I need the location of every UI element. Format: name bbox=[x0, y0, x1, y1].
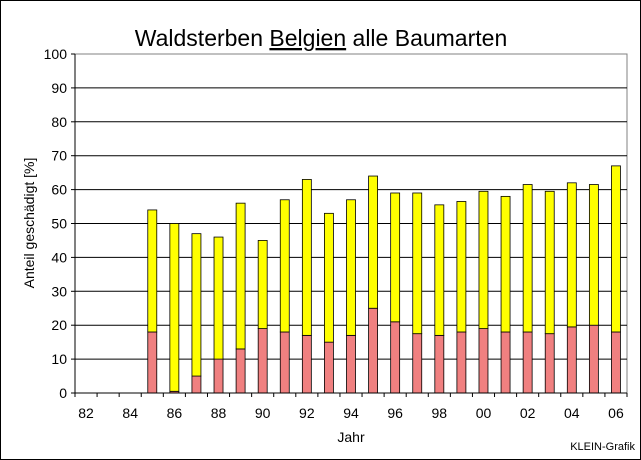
bar-segment-upper bbox=[566, 182, 577, 328]
bar-segment-lower bbox=[412, 333, 423, 394]
bar-segment-upper bbox=[588, 184, 599, 326]
y-tick-label: 30 bbox=[51, 283, 67, 299]
bar-segment-lower bbox=[368, 307, 378, 394]
bar-segment-upper bbox=[611, 165, 621, 333]
x-tick-label: 00 bbox=[476, 405, 492, 421]
bar-segment-lower bbox=[390, 321, 401, 394]
bar-segment-lower bbox=[478, 328, 489, 394]
y-tick-label: 60 bbox=[51, 182, 67, 198]
bar-segment-upper bbox=[213, 236, 224, 360]
y-tick-label: 80 bbox=[51, 114, 67, 130]
bar-segment-upper bbox=[434, 204, 445, 336]
bar-segment-lower bbox=[522, 331, 533, 394]
chart-title: Waldsterben Belgien alle Baumarten bbox=[135, 25, 507, 51]
bar-segment-lower bbox=[301, 334, 312, 394]
bar-segment-upper bbox=[147, 209, 158, 333]
bar-segment-upper bbox=[324, 212, 334, 343]
bar-segment-upper bbox=[522, 184, 533, 333]
bar-segment-upper bbox=[390, 192, 401, 323]
bar-segment-lower bbox=[544, 333, 555, 394]
bar-segment-upper bbox=[456, 201, 467, 333]
bar-segment-lower bbox=[500, 331, 511, 394]
x-tick-label: 06 bbox=[608, 405, 624, 421]
y-tick-label: 0 bbox=[59, 385, 67, 401]
bar-segment-upper bbox=[257, 240, 268, 329]
x-axis-label: Jahr bbox=[337, 429, 365, 445]
bar-segment-lower bbox=[611, 331, 621, 394]
bar-segment-lower bbox=[213, 358, 224, 394]
y-tick-label: 20 bbox=[51, 317, 67, 333]
bar-segment-lower bbox=[147, 331, 158, 394]
bar-segment-lower bbox=[279, 331, 290, 394]
y-axis-label: Anteil geschädigt [%] bbox=[21, 158, 37, 289]
bar-segment-upper bbox=[191, 233, 202, 377]
bar-segment-lower bbox=[324, 341, 334, 394]
x-tick-label: 82 bbox=[78, 405, 94, 421]
y-ticks: 0 10 20 30 40 50 60 70 80 90 100 bbox=[44, 46, 75, 401]
bar-segment-lower bbox=[235, 348, 246, 394]
bar-segment-upper bbox=[235, 202, 246, 350]
bar-segment-upper bbox=[346, 199, 356, 336]
y-tick-label: 40 bbox=[51, 249, 67, 265]
x-tick-label: 98 bbox=[432, 405, 448, 421]
x-tick-label: 02 bbox=[520, 405, 536, 421]
y-tick-label: 100 bbox=[44, 46, 68, 62]
y-tick-label: 70 bbox=[51, 148, 67, 164]
bar-segment-upper bbox=[412, 192, 423, 335]
x-tick-label: 96 bbox=[387, 405, 403, 421]
bar-segment-upper bbox=[279, 199, 290, 333]
x-tick-label: 90 bbox=[255, 405, 271, 421]
y-tick-label: 90 bbox=[51, 80, 67, 96]
title-suffix: alle Baumarten bbox=[346, 25, 507, 51]
bar-segment-upper bbox=[301, 179, 312, 336]
x-tick-label: 88 bbox=[211, 405, 227, 421]
x-tick-label: 04 bbox=[564, 405, 580, 421]
bars bbox=[147, 165, 621, 394]
title-country: Belgien bbox=[269, 25, 346, 51]
bar-segment-upper bbox=[500, 195, 511, 333]
gridlines bbox=[75, 87, 627, 360]
y-tick-label: 50 bbox=[51, 216, 67, 232]
bar-segment-lower bbox=[191, 375, 202, 394]
x-tick-label: 84 bbox=[122, 405, 138, 421]
bar-segment-lower bbox=[566, 326, 577, 394]
x-tick-label: 94 bbox=[343, 405, 359, 421]
bar-segment-lower bbox=[434, 334, 445, 394]
credit-label: KLEIN-Grafik bbox=[570, 441, 635, 453]
bar-segment-upper bbox=[368, 175, 378, 309]
bar-segment-lower bbox=[257, 328, 268, 394]
bar-segment-lower bbox=[456, 331, 467, 394]
x-tick-label: 92 bbox=[299, 405, 315, 421]
bar-segment-upper bbox=[169, 223, 180, 392]
y-tick-label: 10 bbox=[51, 351, 67, 367]
x-tick-label: 86 bbox=[167, 405, 183, 421]
bar-segment-upper bbox=[478, 190, 489, 329]
bar-segment-lower bbox=[346, 334, 356, 394]
title-prefix: Waldsterben bbox=[135, 25, 270, 51]
bar-segment-lower bbox=[588, 324, 599, 394]
x-ticks: 82 84 86 88 90 92 94 96 98 00 02 04 06 bbox=[74, 393, 628, 421]
bar-segment-upper bbox=[544, 190, 555, 335]
